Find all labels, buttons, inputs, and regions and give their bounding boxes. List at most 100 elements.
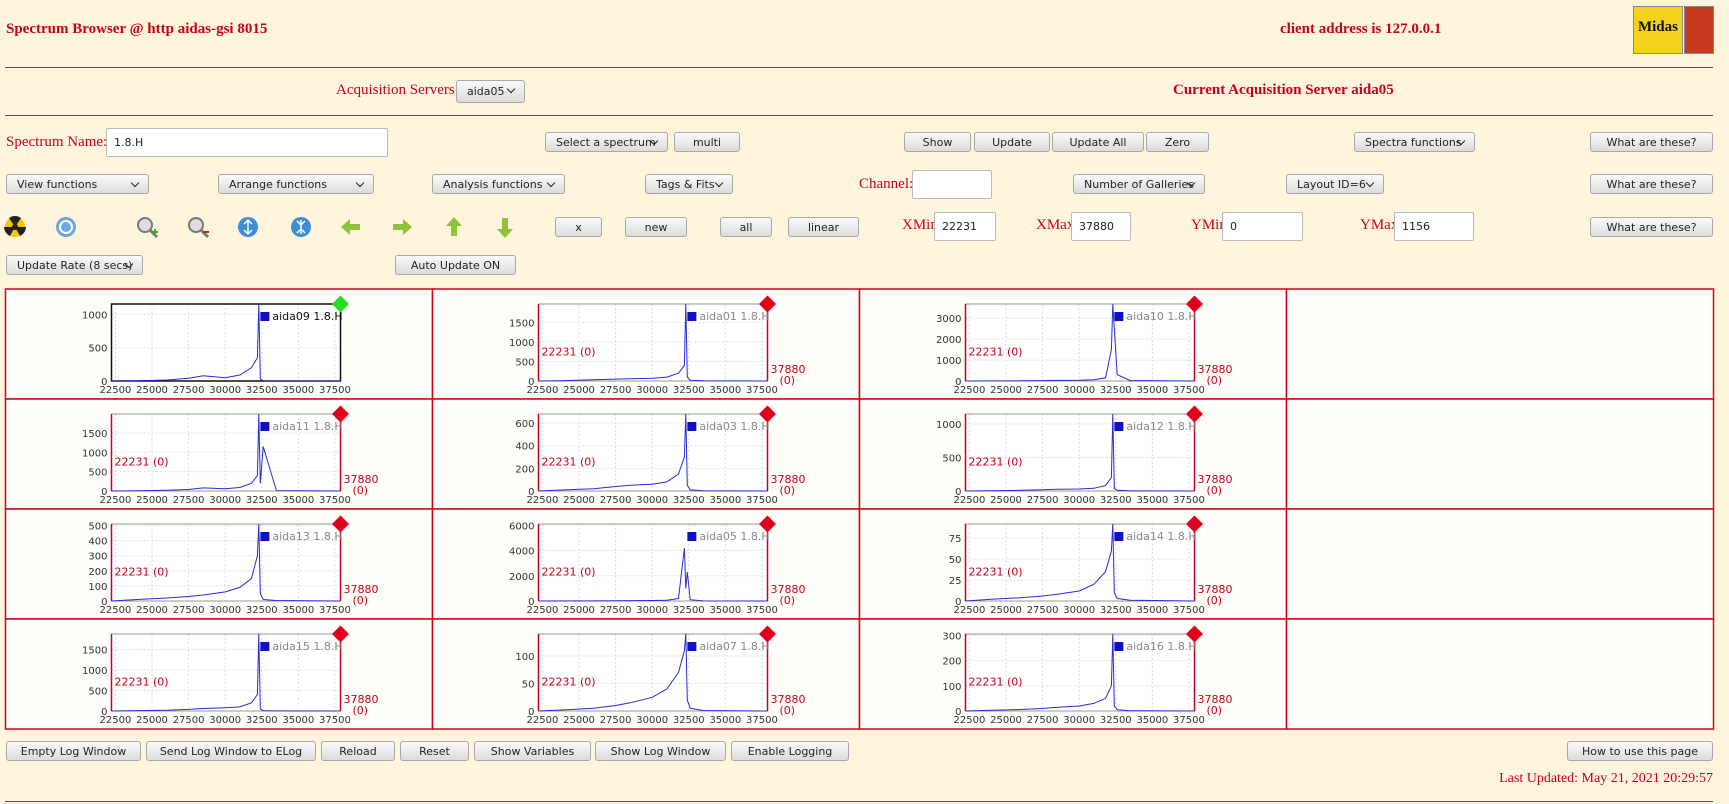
panel-marker [1186, 515, 1203, 533]
x-tick-label: 37500 [746, 385, 778, 396]
refresh-icon[interactable] [56, 217, 76, 237]
ymin-input[interactable]: 0 [1222, 212, 1303, 241]
enable-logging[interactable]: Enable Logging [731, 741, 849, 761]
reload[interactable]: Reload [321, 741, 395, 761]
multi-button[interactable]: multi [674, 132, 740, 152]
how-to[interactable]: How to use this page [1567, 741, 1713, 761]
panel-marker [759, 295, 776, 313]
all-button[interactable]: all [720, 217, 772, 237]
shrink-y-icon[interactable] [291, 217, 311, 237]
y-tick-label: 400 [515, 442, 534, 453]
x-tick-label: 35000 [1136, 605, 1168, 616]
max-label: (0) [1207, 484, 1223, 497]
xmin-input[interactable]: 22231 [934, 212, 996, 241]
legend-swatch [1114, 422, 1124, 431]
number-of-galleries[interactable]: Number of Galleries [1073, 174, 1205, 194]
update-rate[interactable]: Update Rate (8 secs) [6, 255, 143, 275]
max-label: 37880 [344, 693, 379, 706]
x-tick-label: 32500 [246, 715, 278, 726]
reset[interactable]: Reset [400, 741, 469, 761]
y-tick-label: 3000 [936, 314, 961, 325]
spectrum-input[interactable]: 1.8.H [106, 128, 388, 157]
linear-button[interactable]: linear [788, 217, 859, 237]
x-tick-label: 37500 [1173, 495, 1205, 506]
panel-marker [332, 625, 349, 643]
channel-input[interactable] [912, 170, 992, 199]
tcl-logo [1684, 6, 1714, 54]
zero-button[interactable]: Zero [1146, 132, 1209, 152]
x-tick-label: 25000 [563, 715, 595, 726]
send-log[interactable]: Send Log Window to ELog [146, 741, 316, 761]
spectra-functions[interactable]: Spectra functions [1354, 132, 1475, 152]
x-tick-label: 25000 [136, 385, 168, 396]
auto-update[interactable]: Auto Update ON [395, 255, 516, 275]
server-select[interactable]: aida05 [456, 80, 525, 103]
y-tick-label: 300 [88, 552, 107, 563]
ymax-input[interactable]: 1156 [1394, 212, 1474, 241]
tags-fits[interactable]: Tags & Fits [645, 174, 733, 194]
new-button[interactable]: new [625, 217, 687, 237]
panel-title: aida15 1.8.H [272, 640, 342, 653]
legend-swatch [687, 422, 697, 431]
select-spectrum[interactable]: Select a spectrum [545, 132, 668, 152]
up-arrow[interactable] [446, 217, 462, 236]
x-tick-label: 32500 [1100, 385, 1132, 396]
max-label: (0) [1207, 594, 1223, 607]
empty-log[interactable]: Empty Log Window [6, 741, 141, 761]
show-variables[interactable]: Show Variables [474, 741, 591, 761]
update-all-button[interactable]: Update All [1052, 132, 1144, 152]
zoom-out-icon[interactable] [188, 217, 210, 239]
view-functions[interactable]: View functions [6, 174, 149, 194]
help-button[interactable]: What are these? [1590, 132, 1713, 152]
panel-title: aida07 1.8.H [699, 640, 769, 653]
layout-id[interactable]: Layout ID=6 [1286, 174, 1384, 194]
min-label: 22231 (0) [542, 566, 596, 579]
max-label: 37880 [1198, 473, 1233, 486]
expand-y-icon[interactable] [238, 217, 258, 237]
y-tick-label: 0 [101, 377, 107, 388]
max-label: (0) [353, 704, 369, 717]
right-arrow[interactable] [393, 219, 412, 235]
x-tick-label: 25000 [136, 495, 168, 506]
radiation-icon[interactable] [4, 216, 26, 237]
panel-title: aida01 1.8.H [699, 310, 769, 323]
zoom-in-icon[interactable] [137, 217, 159, 239]
xmax-input[interactable]: 37880 [1071, 212, 1131, 241]
y-tick-label: 300 [942, 631, 961, 642]
x-tick-label: 27500 [173, 385, 205, 396]
plot-area [538, 524, 768, 601]
show-log[interactable]: Show Log Window [595, 741, 726, 761]
x-tick-label: 25000 [990, 495, 1022, 506]
help-button[interactable]: What are these? [1590, 217, 1713, 237]
plot-area [538, 304, 768, 381]
y-tick-label: 200 [515, 464, 534, 475]
gallery-cell [1285, 398, 1715, 510]
x-tick-label: 35000 [709, 715, 741, 726]
legend-swatch [687, 642, 697, 651]
x-button[interactable]: x [555, 217, 602, 237]
toolbar-icons [4, 216, 513, 239]
update-button[interactable]: Update [974, 132, 1050, 152]
y-tick-label: 2000 [936, 335, 961, 346]
x-tick-label: 30000 [209, 385, 241, 396]
y-tick-label: 0 [528, 487, 534, 498]
x-tick-label: 32500 [673, 715, 705, 726]
help-button[interactable]: What are these? [1590, 174, 1713, 194]
panel-marker [1186, 625, 1203, 643]
x-tick-label: 27500 [173, 715, 205, 726]
x-tick-label: 35000 [282, 605, 314, 616]
y-tick-label: 1000 [509, 338, 534, 349]
y-tick-label: 0 [528, 707, 534, 718]
legend-swatch [260, 312, 270, 321]
x-tick-label: 35000 [1136, 495, 1168, 506]
channel-label: Channel: [859, 176, 914, 192]
show-button[interactable]: Show [904, 132, 971, 152]
spectrum-line [111, 303, 341, 382]
y-tick-label: 500 [88, 468, 107, 479]
down-arrow[interactable] [497, 218, 513, 238]
left-arrow[interactable] [341, 219, 360, 235]
analysis-functions[interactable]: Analysis functions [432, 174, 565, 194]
x-tick-label: 35000 [709, 605, 741, 616]
x-tick-label: 37500 [746, 605, 778, 616]
arrange-functions[interactable]: Arrange functions [218, 174, 374, 194]
